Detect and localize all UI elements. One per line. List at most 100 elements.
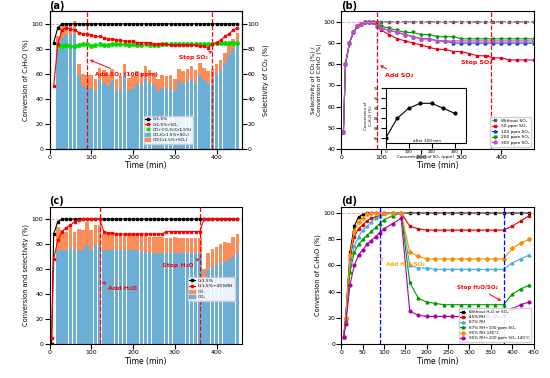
- Bar: [190, 253, 193, 344]
- Without H₂O or SO₂: [518, 211, 524, 215]
- Bar: [177, 253, 181, 344]
- Text: Add H₂O/SO₂: Add H₂O/SO₂: [381, 259, 425, 266]
- 95% RH-140°C: [415, 254, 421, 259]
- Bar: [227, 45, 231, 55]
- Bar: [206, 253, 210, 269]
- 200 ppm SO₂: [378, 24, 385, 28]
- Bar: [219, 60, 222, 70]
- Bar: [60, 250, 64, 344]
- 95% RH-140°C: [406, 250, 413, 255]
- 95% RH-140°C: [432, 257, 439, 261]
- Bar: [90, 75, 93, 88]
- 300 ppm SO₂: [474, 39, 481, 43]
- Line: 50 ppm SO₂: 50 ppm SO₂: [342, 20, 535, 133]
- 100 ppm SO₂: [466, 41, 473, 45]
- Line: 100 ppm SO₂: 100 ppm SO₂: [342, 20, 535, 133]
- 50 ppm SO₂: [530, 58, 537, 62]
- 300 ppm SO₂: [434, 39, 441, 43]
- Without SO₂: [522, 20, 529, 24]
- Bar: [114, 250, 118, 344]
- 300 ppm SO₂: [394, 30, 401, 35]
- Bar: [202, 284, 206, 344]
- 100 ppm SO₂: [450, 41, 456, 45]
- 95% RH+100 ppm SO₂-140°C: [381, 226, 387, 231]
- 50 ppm SO₂: [366, 20, 373, 24]
- 87% RH: [360, 228, 366, 232]
- Bar: [135, 84, 139, 149]
- 50 ppm SO₂: [362, 20, 369, 24]
- 95% RH-140°C: [346, 253, 353, 257]
- Bar: [198, 75, 202, 149]
- 100 ppm SO₂: [458, 41, 465, 45]
- 50 ppm SO₂: [358, 22, 365, 26]
- Line: 200 ppm SO₂: 200 ppm SO₂: [342, 20, 535, 133]
- Bar: [194, 253, 197, 344]
- 95% RH-140°C: [518, 241, 524, 245]
- 45% RH: [360, 223, 366, 227]
- 87% RH+100 ppm SO₂: [377, 221, 383, 226]
- 100 ppm SO₂: [418, 37, 425, 41]
- Bar: [111, 81, 114, 149]
- 95% RH-140°C: [351, 229, 358, 234]
- 87% RH+100 ppm SO₂: [441, 302, 447, 307]
- Bar: [232, 49, 235, 149]
- Bar: [94, 91, 97, 149]
- Text: Stop H₂O: Stop H₂O: [162, 259, 199, 268]
- 87% RH+100 ppm SO₂: [364, 233, 370, 238]
- 87% RH: [415, 266, 421, 270]
- Bar: [73, 231, 76, 250]
- Bar: [227, 260, 231, 344]
- 100 ppm SO₂: [498, 41, 505, 45]
- 200 ppm SO₂: [358, 22, 365, 26]
- Without SO₂: [366, 20, 373, 24]
- 45% RH: [475, 228, 481, 232]
- 95% RH+100 ppm SO₂-140°C: [360, 248, 366, 252]
- 95% RH-140°C: [360, 216, 366, 221]
- Without SO₂: [530, 20, 537, 24]
- Bar: [85, 244, 89, 344]
- 87% RH: [475, 267, 481, 272]
- 200 ppm SO₂: [450, 34, 456, 39]
- Bar: [219, 263, 222, 344]
- 95% RH-140°C: [441, 257, 447, 261]
- 95% RH+100 ppm SO₂-140°C: [340, 335, 347, 340]
- 87% RH: [406, 263, 413, 268]
- 87% RH+100 ppm SO₂: [432, 301, 439, 306]
- Line: 95% RH-140°C: 95% RH-140°C: [342, 212, 531, 339]
- Bar: [173, 79, 177, 91]
- Bar: [164, 89, 168, 149]
- Bar: [64, 250, 68, 344]
- Without H₂O or SO₂: [360, 212, 366, 217]
- 87% RH: [372, 216, 379, 221]
- 95% RH+100 ppm SO₂-140°C: [368, 238, 375, 243]
- Bar: [206, 71, 210, 84]
- 200 ppm SO₂: [530, 37, 537, 41]
- Without H₂O or SO₂: [475, 211, 481, 215]
- 300 ppm SO₂: [354, 24, 361, 28]
- Line: 87% RH: 87% RH: [342, 212, 531, 339]
- Without SO₂: [370, 20, 377, 24]
- 300 ppm SO₂: [490, 39, 497, 43]
- 45% RH: [458, 228, 464, 232]
- 87% RH: [355, 234, 362, 239]
- 87% RH+100 ppm SO₂: [406, 280, 413, 285]
- 87% RH+100 ppm SO₂: [424, 300, 430, 304]
- Without H₂O or SO₂: [398, 211, 404, 215]
- 95% RH+100 ppm SO₂-140°C: [458, 314, 464, 319]
- Bar: [60, 37, 64, 149]
- Bar: [198, 238, 202, 253]
- 95% RH-140°C: [466, 257, 473, 261]
- 95% RH+100 ppm SO₂-140°C: [432, 314, 439, 319]
- Bar: [64, 23, 68, 35]
- Without SO₂: [394, 20, 401, 24]
- Bar: [219, 70, 222, 149]
- 95% RH+100 ppm SO₂-140°C: [389, 221, 396, 226]
- Bar: [169, 238, 172, 253]
- Bar: [60, 230, 64, 250]
- Bar: [223, 242, 227, 262]
- Bar: [227, 55, 231, 149]
- 200 ppm SO₂: [466, 37, 473, 41]
- Bar: [202, 269, 206, 284]
- 300 ppm SO₂: [370, 20, 377, 24]
- Line: 87% RH+100 ppm SO₂: 87% RH+100 ppm SO₂: [342, 212, 531, 339]
